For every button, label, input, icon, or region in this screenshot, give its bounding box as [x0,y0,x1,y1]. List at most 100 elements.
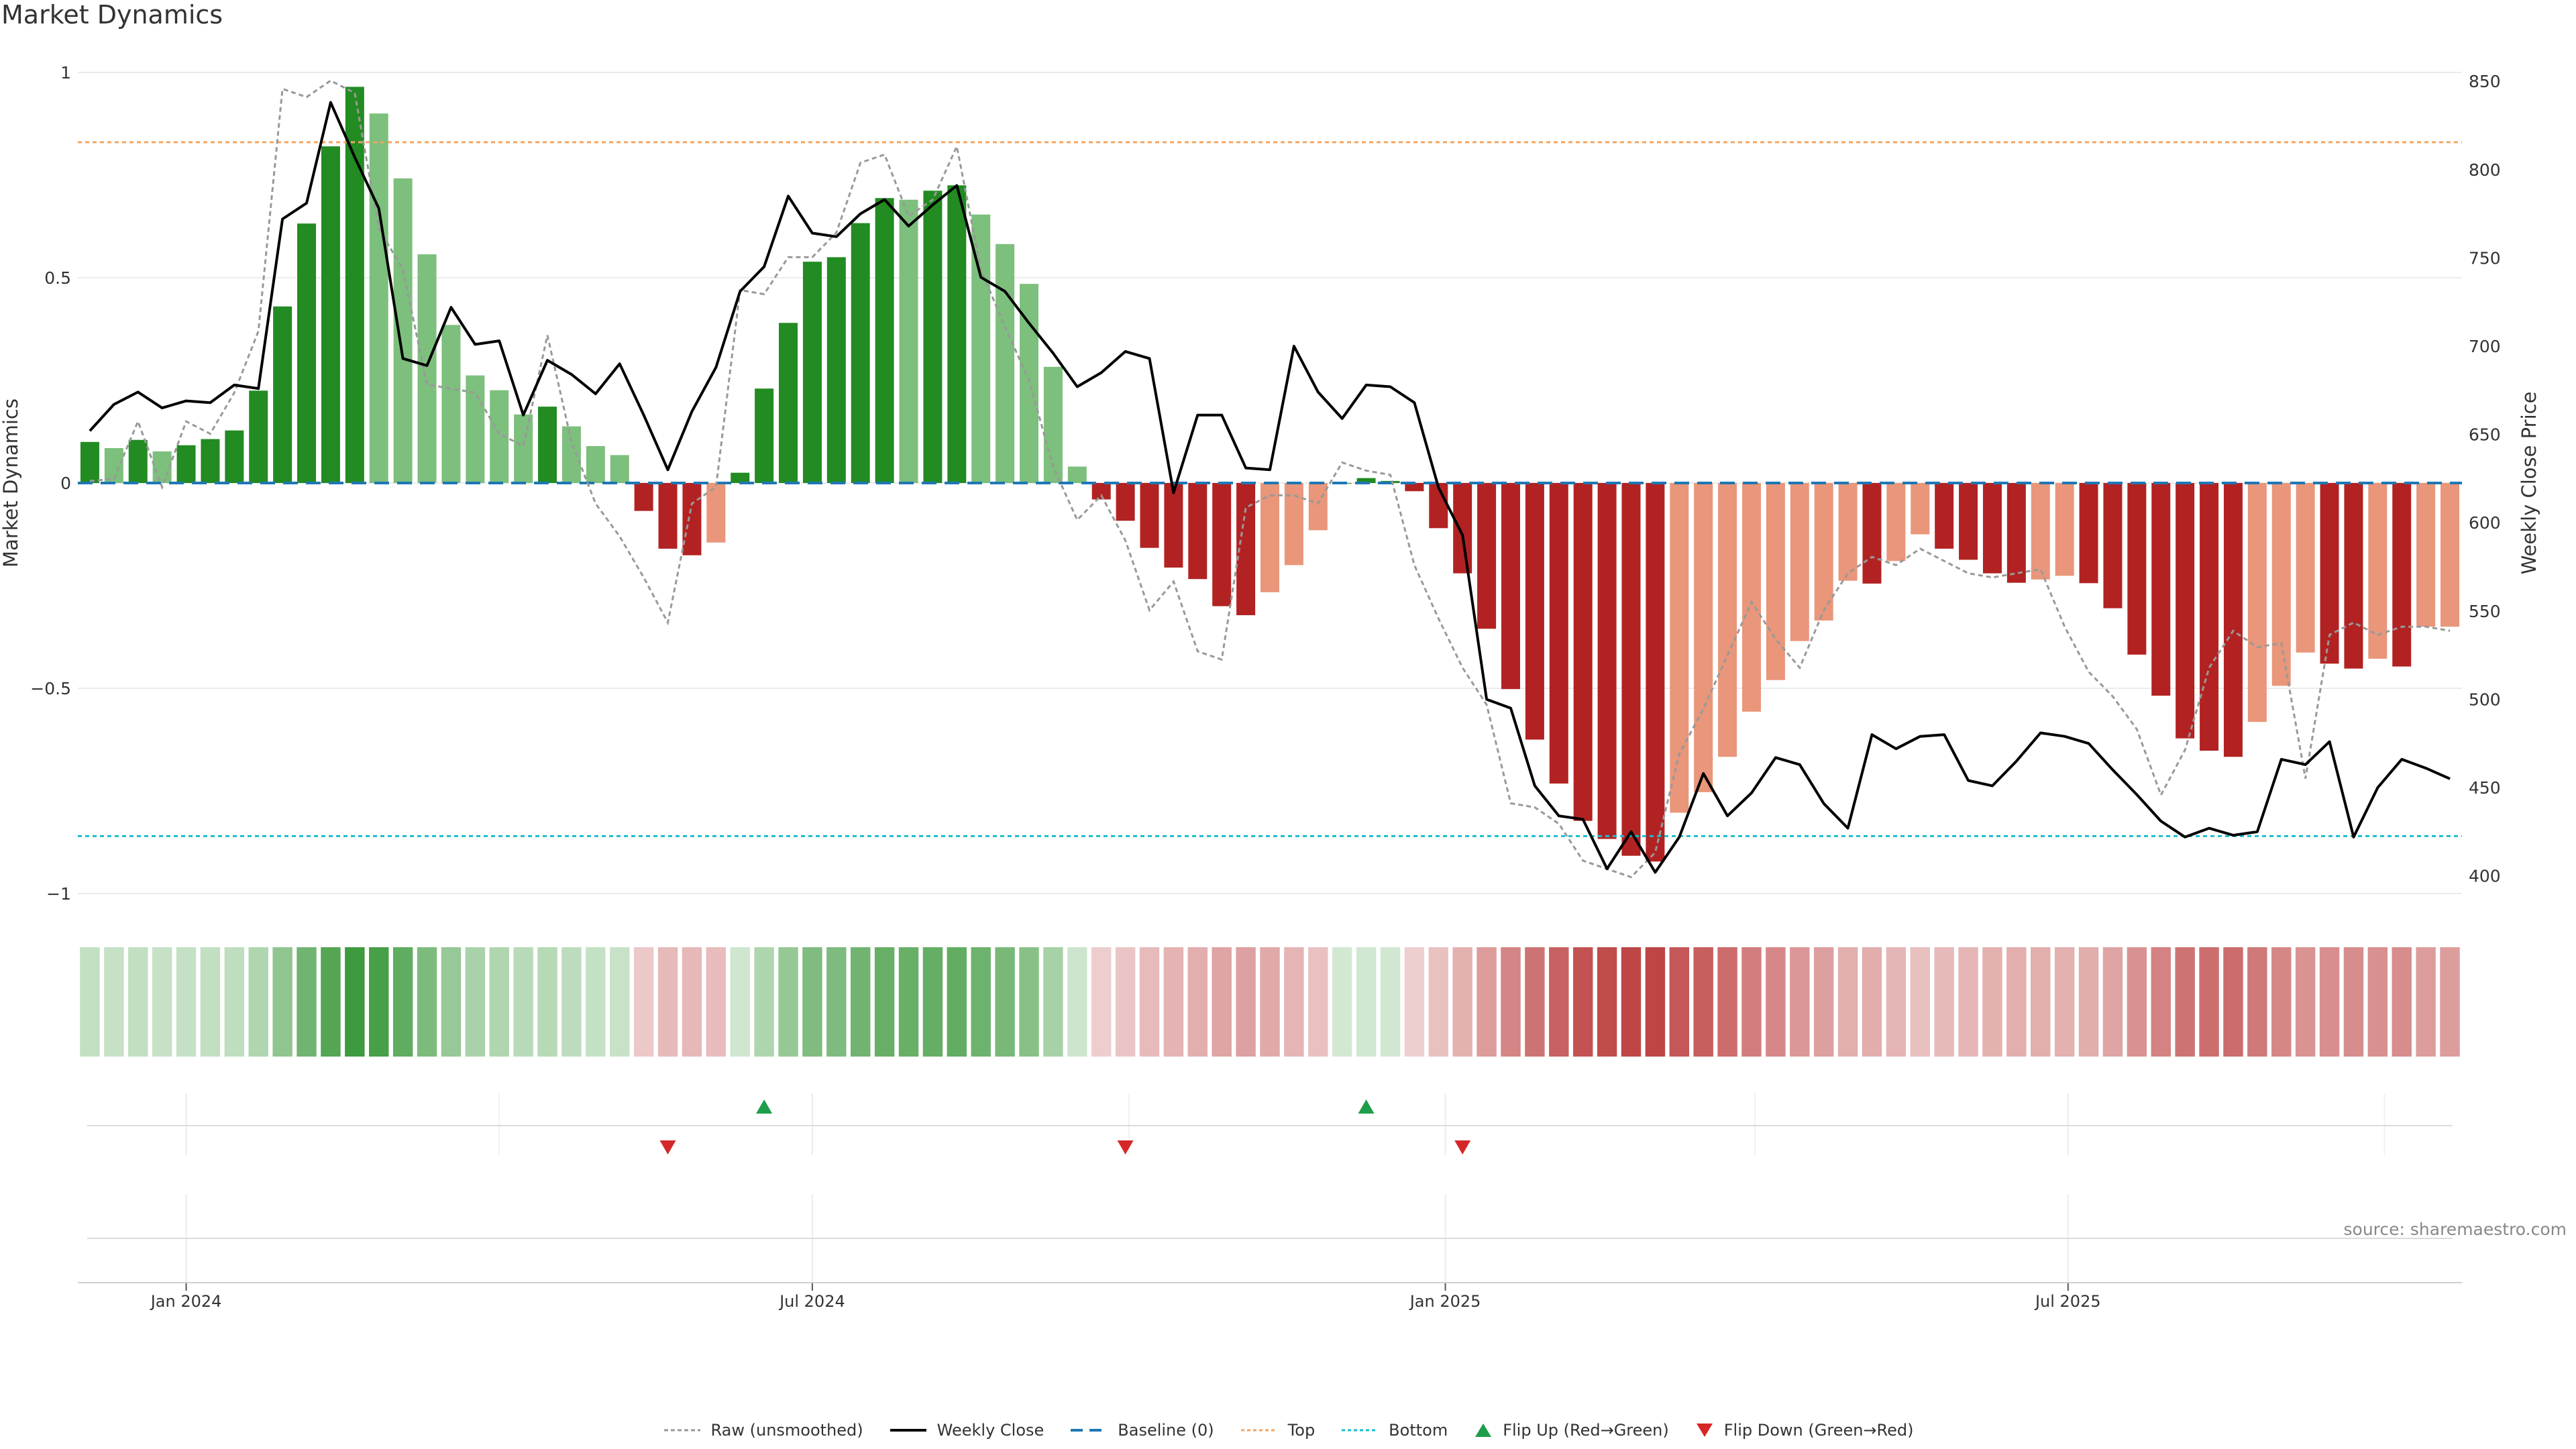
legend-label: Flip Down (Green→Red) [1723,1421,1914,1440]
dynamics-bar [2103,483,2123,608]
legend-label: Raw (unsmoothed) [710,1421,863,1440]
heatstrip-cell [1091,947,1112,1057]
heatstrip-cell [1404,947,1425,1057]
y-tick-label: 0 [60,474,71,493]
raw-series-line [89,79,2451,879]
dynamics-bar [875,198,894,483]
dynamics-bar [706,483,726,543]
legend-label: Bottom [1389,1421,1448,1440]
heatstrip-cell [1982,947,2002,1057]
heatstrip-cell [778,947,798,1057]
y2-tick-label: 650 [2469,425,2501,445]
dynamics-bar [2296,483,2315,653]
dynamics-bar [802,262,822,483]
heatstrip-cell [1284,947,1304,1057]
heatstrip-cell [657,947,678,1057]
dynamics-bar [610,455,629,483]
dynamics-bar [1646,483,1665,862]
legend-item-close: Weekly Close [889,1421,1044,1440]
dynamics-bar [1356,478,1376,483]
flip-down-marker [659,1140,676,1155]
dynamics-bar [1911,483,1930,535]
heatstrip-cell [1862,947,1882,1057]
dynamics-bar [80,441,99,483]
heatstrip-cell [369,947,389,1057]
weekly-close-line [89,101,2451,874]
dynamics-bar [321,146,340,483]
dynamics-bar [369,113,388,483]
flip-down-marker [1117,1140,1134,1155]
dynamics-bar [851,223,870,483]
dynamics-bar [1260,483,1280,592]
legend-label: Baseline (0) [1118,1421,1214,1440]
heatstrip-cell [1910,947,1930,1057]
heatstrip-cell [2247,947,2267,1057]
dynamics-bar [1838,483,1858,581]
y2-tick-label: 600 [2469,513,2501,533]
heatstrip-cell [489,947,509,1057]
dynamics-bar [514,414,533,483]
heatstrip-cell [1115,947,1136,1057]
heatstrip-cell [1645,947,1666,1057]
dynamics-bar [1525,483,1544,740]
legend-swatch-icon [1695,1421,1715,1439]
dynamics-bar [2079,483,2098,584]
heatstrip-cell [1717,947,1737,1057]
legend-item-baseline: Baseline (0) [1069,1421,1214,1440]
dynamics-bar [2006,483,2026,583]
legend-swatch-icon [1473,1421,1493,1439]
legend-label: Weekly Close [936,1421,1044,1440]
y2-axis-label: Weekly Close Price [2518,392,2540,575]
dynamics-bar [586,445,605,483]
heatstrip-cell [1621,947,1642,1057]
heatstrip-cell [1356,947,1377,1057]
dynamics-bar [1935,483,1954,549]
dynamics-bar [2055,483,2074,576]
heatstrip-cell [730,947,750,1057]
heatstrip-cell [1813,947,1834,1057]
heatstrip-cell [1790,947,1810,1057]
chart-title: Market Dynamics [1,0,223,30]
heatstrip-cell [610,947,630,1057]
heatstrip-cell [1525,947,1545,1057]
dynamics-bar [1501,483,1520,690]
x-tick-label: Jul 2025 [2034,1292,2101,1311]
dynamics-bar [1188,483,1208,580]
heatstrip-cell [176,947,197,1057]
y2-tick-label: 400 [2469,867,2501,886]
flip-down-marker [1454,1140,1471,1155]
dynamics-bar [2176,483,2195,739]
heatstrip-cell [152,947,172,1057]
heatstrip-layer [80,947,2460,1057]
dynamics-bar [731,472,750,483]
dynamics-bar [2247,483,2267,722]
heatstrip-cell [80,947,100,1057]
heatstrip-cell [2440,947,2460,1057]
heatstrip-cell [224,947,245,1057]
heatstrip-cell [971,947,991,1057]
dynamics-bar [2416,483,2436,627]
heatstrip-cell [2031,947,2051,1057]
dynamics-bar [417,254,437,483]
heatstrip-cell [1501,947,1521,1057]
y2-tick-label: 850 [2469,72,2501,91]
lines-layer [78,79,2462,879]
dynamics-bar [2223,483,2243,757]
heatstrip-cell [2416,947,2436,1057]
dynamics-bar [201,439,220,483]
dynamics-bar [1116,483,1135,521]
heatstrip-cell [1308,947,1328,1057]
flip-up-marker [756,1099,773,1114]
dynamics-bar [1308,483,1328,531]
dynamics-bar [755,388,774,483]
heatstrip-cell [321,947,341,1057]
dynamics-bar [2151,483,2171,696]
legend-item-flip-down: Flip Down (Green→Red) [1695,1421,1914,1440]
heatstrip-cell [874,947,895,1057]
heatstrip-cell [2151,947,2171,1057]
legend-swatch-icon [1240,1421,1279,1439]
y-tick-label: 1 [60,63,71,83]
heatstrip-cell [1934,947,1954,1057]
heatstrip-cell [2078,947,2099,1057]
